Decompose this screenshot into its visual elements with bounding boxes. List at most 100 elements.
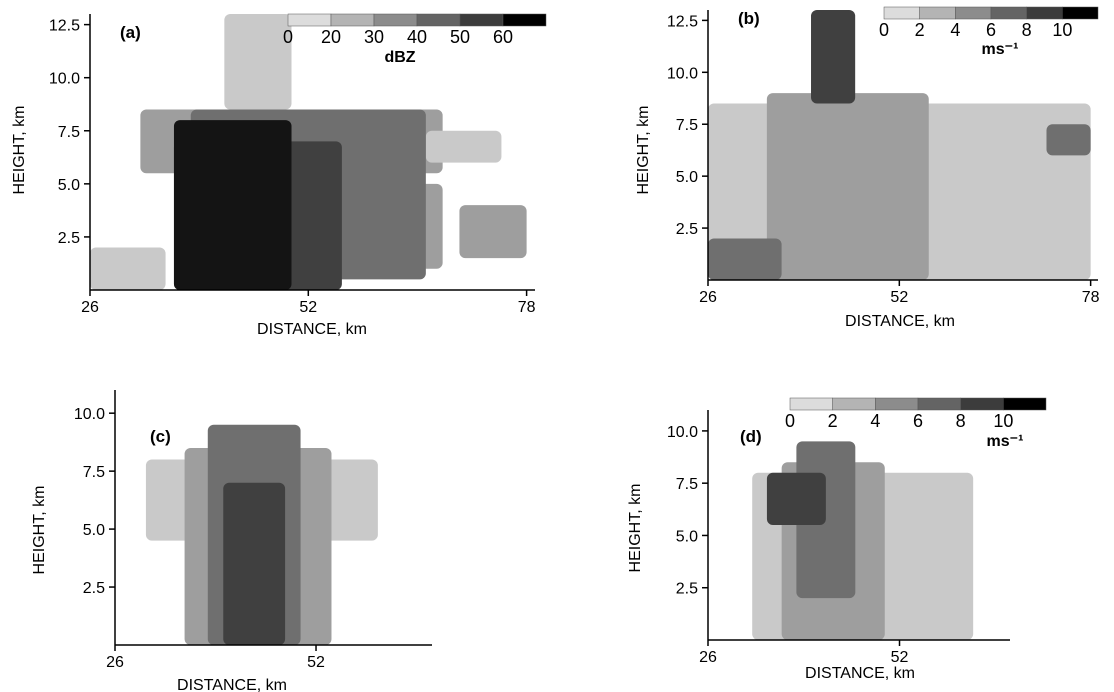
colorbar-swatch <box>416 13 461 27</box>
y-tick-label: 2.5 <box>676 221 698 238</box>
colorbar-tick-label: 0 <box>283 27 293 47</box>
heatmap-region-4 <box>708 238 782 280</box>
y-tick-label: 2.5 <box>83 580 105 597</box>
panel-1: 2.5 5.0 7.5 10.0 12.5 26 52 78 DISTANCE, km HEIGH… <box>11 13 547 338</box>
panel-label: (a) <box>120 23 141 42</box>
colorbar-tick-label: 8 <box>956 411 966 431</box>
panel-label: (d) <box>740 427 762 446</box>
colorbar-tick-label: 0 <box>879 20 889 40</box>
x-axis-title: DISTANCE, km <box>845 313 955 330</box>
colorbar-tick-label: 60 <box>493 27 513 47</box>
colorbar-swatch <box>1003 397 1047 411</box>
x-axis-title: DISTANCE, km <box>177 677 287 692</box>
colorbar-swatch <box>1026 6 1063 20</box>
colorbar-swatch <box>832 397 876 411</box>
y-tick-label: 5.0 <box>676 169 698 186</box>
panel-label: (c) <box>150 427 171 446</box>
x-tick-label: 26 <box>106 654 124 671</box>
colorbar-unit: dBZ <box>384 49 415 66</box>
colorbar-swatch <box>459 13 504 27</box>
colorbar: 0 2 4 6 8 10 ms⁻¹ <box>785 397 1047 450</box>
y-tick-label: 10.0 <box>74 406 105 423</box>
colorbar-tick-label: 2 <box>828 411 838 431</box>
x-tick-label: 26 <box>699 289 717 306</box>
colorbar-swatch <box>789 397 833 411</box>
colorbar-swatch <box>955 6 992 20</box>
colorbar-tick-label: 30 <box>364 27 384 47</box>
colorbar: 0 2 4 6 8 10 ms⁻¹ <box>879 6 1099 58</box>
heatmap-region-4 <box>223 482 286 645</box>
colorbar-swatch <box>330 13 375 27</box>
heatmap-regions <box>90 14 527 291</box>
heatmap-region-9 <box>173 120 292 291</box>
x-tick-label: 52 <box>890 289 908 306</box>
heatmap-region-2 <box>224 14 292 110</box>
colorbar-swatch <box>875 397 919 411</box>
colorbar-swatch <box>502 13 547 27</box>
colorbar-unit: ms⁻¹ <box>987 433 1024 450</box>
x-tick-label: 26 <box>699 649 717 666</box>
colorbar-tick-label: 20 <box>321 27 341 47</box>
y-tick-label: 10.0 <box>667 424 698 441</box>
y-tick-label: 10.0 <box>49 71 80 88</box>
colorbar-tick-label: 10 <box>1052 20 1072 40</box>
y-tick-label: 12.5 <box>667 13 698 30</box>
heatmap-regions <box>752 441 974 640</box>
colorbar-swatch <box>990 6 1027 20</box>
heatmap-region-6 <box>459 205 527 259</box>
colorbar-swatch <box>287 13 332 27</box>
y-tick-label: 10.0 <box>667 65 698 82</box>
colorbar-swatch <box>919 6 956 20</box>
y-tick-label: 5.0 <box>58 177 80 194</box>
heatmap-region-4 <box>766 472 826 525</box>
colorbar-unit: ms⁻¹ <box>982 41 1019 58</box>
heatmap-regions <box>145 424 378 645</box>
x-tick-label: 78 <box>1082 289 1100 306</box>
colorbar-swatch <box>1062 6 1099 20</box>
y-tick-label: 5.0 <box>83 522 105 539</box>
x-axis-title: DISTANCE, km <box>257 321 367 338</box>
x-tick-label: 52 <box>891 649 909 666</box>
y-axis-title: HEIGHT, km <box>635 106 652 195</box>
heatmap-regions <box>708 10 1091 280</box>
colorbar-swatch <box>883 6 920 20</box>
panel-label: (b) <box>738 9 760 28</box>
x-tick-label: 52 <box>307 654 325 671</box>
y-tick-label: 12.5 <box>49 18 80 35</box>
y-axis-title: HEIGHT, km <box>11 106 28 195</box>
colorbar-tick-label: 6 <box>986 20 996 40</box>
colorbar-tick-label: 8 <box>1022 20 1032 40</box>
colorbar-tick-label: 0 <box>785 411 795 431</box>
colorbar-swatch <box>373 13 418 27</box>
heatmap-region-2 <box>766 93 929 280</box>
colorbar-tick-label: 2 <box>915 20 925 40</box>
x-tick-label: 26 <box>81 299 99 316</box>
colorbar-tick-label: 4 <box>950 20 960 40</box>
x-tick-label: 52 <box>299 299 317 316</box>
colorbar-tick-label: 6 <box>913 411 923 431</box>
colorbar-tick-label: 50 <box>450 27 470 47</box>
y-axis-title: HEIGHT, km <box>627 484 644 573</box>
x-axis-title: DISTANCE, km <box>805 665 915 682</box>
colorbar-tick-label: 10 <box>993 411 1013 431</box>
colorbar-swatch <box>917 397 961 411</box>
panel-3: 2.5 5.0 7.5 10.0 26 52 DISTANCE, km HEIGHT, km (… <box>31 390 432 692</box>
colorbar-tick-label: 40 <box>407 27 427 47</box>
heatmap-region-1 <box>90 247 166 290</box>
y-tick-label: 2.5 <box>676 581 698 598</box>
y-tick-label: 7.5 <box>58 124 80 141</box>
colorbar: 0 20 30 40 50 60 dBZ <box>283 13 547 66</box>
y-tick-label: 7.5 <box>676 117 698 134</box>
y-axis-title: HEIGHT, km <box>31 486 48 575</box>
y-tick-label: 7.5 <box>83 464 105 481</box>
colorbar-tick-label: 4 <box>870 411 880 431</box>
y-tick-label: 5.0 <box>676 528 698 545</box>
y-tick-label: 7.5 <box>676 476 698 493</box>
x-tick-label: 78 <box>518 299 536 316</box>
colorbar-swatch <box>960 397 1004 411</box>
y-tick-label: 2.5 <box>58 230 80 247</box>
heatmap-region-4 <box>425 130 502 163</box>
